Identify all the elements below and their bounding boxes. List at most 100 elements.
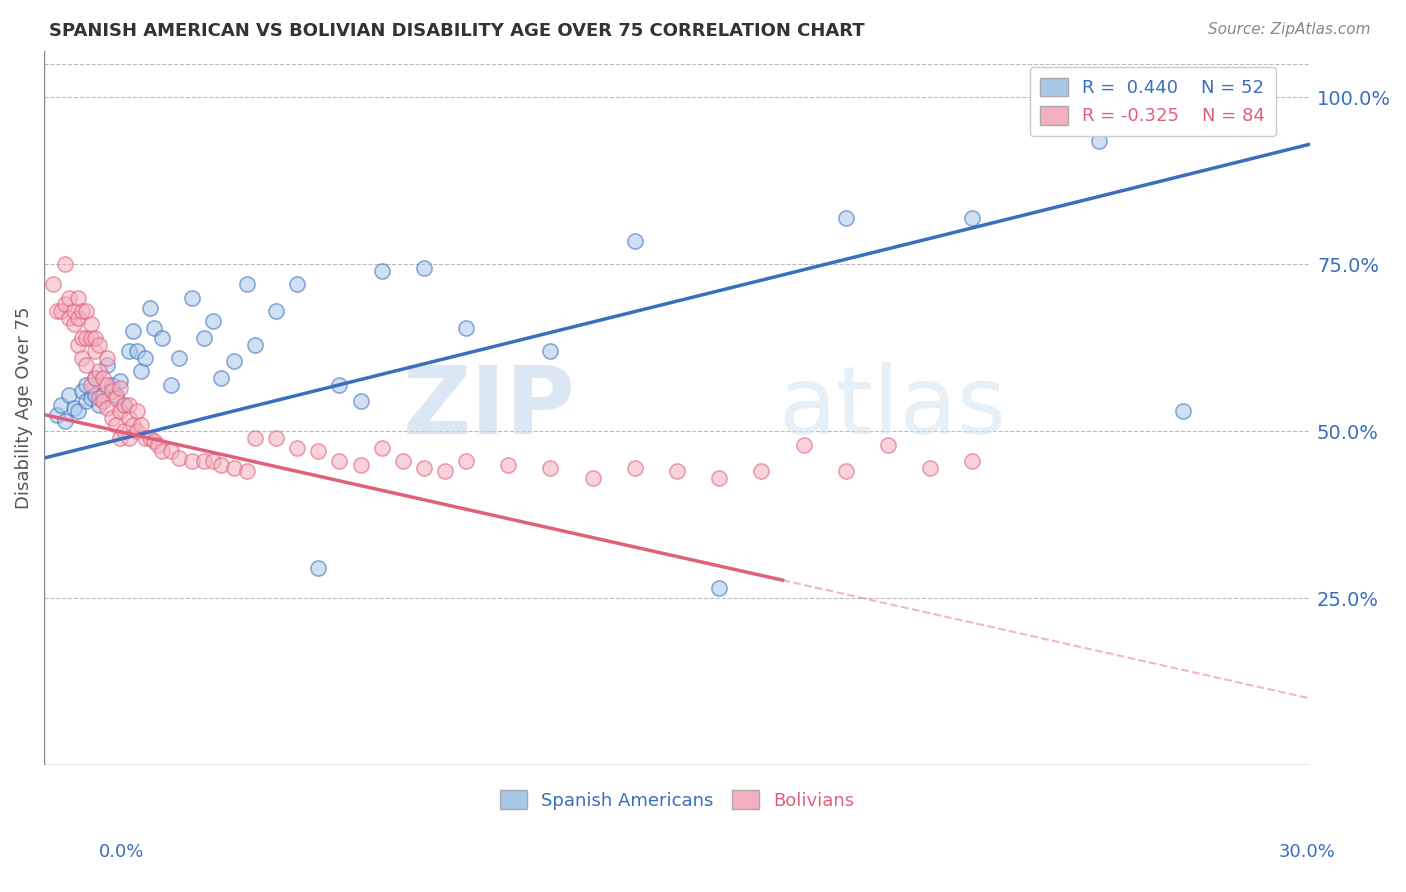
Point (125, 404, 148, 418)
Point (134, 351, 156, 365)
Point (1257, 87, 1279, 101)
Point (180, 454, 202, 468)
Point (91, 371, 114, 385)
Point (45, 408, 67, 422)
Point (70, 331, 93, 345)
Point (75, 331, 97, 345)
Point (83, 371, 105, 385)
Point (167, 450, 190, 465)
Point (66, 404, 89, 418)
Point (209, 371, 232, 385)
Point (100, 377, 122, 392)
Y-axis label: Disability Age Over 75: Disability Age Over 75 (15, 307, 32, 509)
Point (125, 344, 148, 359)
Point (138, 301, 160, 315)
Point (53, 414, 76, 428)
Point (96, 358, 118, 372)
Point (58, 310, 80, 325)
Point (87, 398, 110, 412)
Text: SPANISH AMERICAN VS BOLIVIAN DISABILITY AGE OVER 75 CORRELATION CHART: SPANISH AMERICAN VS BOLIVIAN DISABILITY … (49, 22, 865, 40)
Point (58, 291, 80, 305)
Text: 30.0%: 30.0% (1279, 843, 1336, 861)
Point (79, 331, 101, 345)
Point (45, 304, 67, 318)
Point (104, 387, 127, 401)
Point (328, 454, 350, 468)
Point (79, 318, 101, 332)
Point (83, 344, 105, 359)
Point (108, 374, 131, 388)
Point (235, 464, 257, 478)
Point (391, 454, 413, 468)
Point (53, 257, 76, 271)
Point (87, 391, 110, 405)
Point (138, 431, 160, 445)
Text: atlas: atlas (779, 362, 1007, 454)
Point (920, 461, 942, 475)
Point (167, 351, 190, 365)
Point (793, 438, 815, 452)
Point (142, 320, 165, 334)
Point (117, 398, 139, 412)
Point (96, 351, 118, 365)
Point (349, 394, 371, 409)
Point (624, 234, 647, 248)
Point (285, 277, 308, 292)
Point (79, 377, 101, 392)
Point (53, 297, 76, 311)
Legend: Spanish Americans, Bolivians: Spanish Americans, Bolivians (492, 783, 862, 817)
Point (87, 337, 110, 351)
Text: Source: ZipAtlas.com: Source: ZipAtlas.com (1208, 22, 1371, 37)
Point (108, 431, 131, 445)
Point (62, 318, 84, 332)
Point (243, 431, 266, 445)
Point (91, 387, 114, 401)
Point (201, 314, 224, 328)
Point (58, 387, 80, 401)
Point (117, 431, 139, 445)
Point (75, 394, 97, 409)
Point (962, 454, 984, 468)
Point (87, 364, 110, 378)
Point (134, 431, 156, 445)
Point (75, 358, 97, 372)
Point (235, 277, 257, 292)
Point (100, 384, 122, 399)
Point (498, 458, 520, 472)
Point (456, 320, 478, 334)
Point (193, 454, 215, 468)
Point (70, 304, 93, 318)
Point (180, 291, 202, 305)
Point (150, 444, 173, 458)
Point (835, 464, 858, 478)
Point (709, 471, 731, 485)
Point (62, 304, 84, 318)
Point (159, 444, 181, 458)
Point (108, 381, 131, 395)
Point (121, 417, 143, 432)
Point (142, 434, 165, 449)
Point (243, 337, 266, 351)
Point (100, 411, 122, 425)
Point (66, 337, 89, 351)
Point (79, 391, 101, 405)
Point (456, 454, 478, 468)
Point (41, 277, 63, 292)
Point (751, 464, 773, 478)
Point (1088, 134, 1111, 148)
Point (146, 438, 169, 452)
Point (222, 461, 245, 475)
Point (129, 417, 152, 432)
Point (112, 398, 135, 412)
Point (835, 211, 858, 225)
Point (83, 331, 105, 345)
Point (370, 441, 392, 455)
Point (112, 398, 135, 412)
Point (70, 384, 93, 399)
Point (193, 331, 215, 345)
Point (666, 464, 689, 478)
Point (540, 461, 562, 475)
Point (709, 581, 731, 595)
Point (121, 324, 143, 338)
Point (117, 344, 139, 359)
